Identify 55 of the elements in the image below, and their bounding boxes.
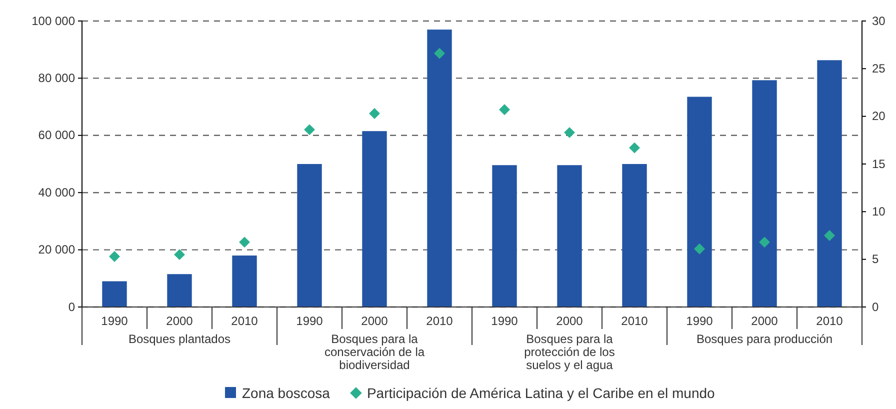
- text: Bosques para producción: [696, 332, 833, 346]
- x-tick-label: 2010: [816, 314, 844, 328]
- bar: [622, 164, 647, 307]
- point: [564, 127, 575, 138]
- x-tick-label: 2000: [751, 314, 778, 328]
- y2-tick-label: 10: [872, 204, 886, 219]
- y-tick-label: 60 000: [38, 128, 76, 142]
- bar: [167, 274, 192, 307]
- point: [629, 142, 640, 154]
- legend-label: Zona boscosa: [242, 385, 330, 401]
- x-tick-label: 2000: [556, 314, 584, 328]
- x-tick-label: 2010: [231, 314, 258, 328]
- point: [434, 48, 445, 59]
- point: [824, 230, 835, 241]
- y-tick-label: 80 000: [38, 71, 76, 86]
- point: [694, 243, 705, 254]
- x-tick-label: 1990: [686, 314, 714, 328]
- point: [304, 124, 315, 136]
- bar: [752, 80, 777, 307]
- bar: [427, 30, 452, 307]
- legend-label: Participación de América Latina y el Caribe en el mundo: [366, 385, 716, 401]
- point: [174, 249, 185, 260]
- x-tick-label: 2010: [426, 314, 454, 328]
- y2-tick-label: 5: [872, 252, 879, 266]
- bar: [687, 96, 712, 307]
- x-tick-label: 1990: [101, 314, 128, 328]
- text: Bosques para la conservación de la biodiversidad: [324, 332, 425, 372]
- y-tick-label: 40 000: [38, 185, 76, 200]
- point: [499, 104, 510, 116]
- y2-tick-label: 25: [872, 62, 886, 76]
- bar: [297, 164, 322, 307]
- y2-tick-label: 15: [872, 156, 886, 171]
- bar: [102, 281, 127, 307]
- bar: [817, 60, 842, 307]
- bar: [232, 256, 257, 307]
- text: Bosques para la protección de los suelos y el agua: [524, 332, 615, 372]
- point: [369, 108, 380, 119]
- y2-tick-label: 30: [872, 14, 886, 28]
- bar: [492, 165, 517, 307]
- y-tick-label: 0: [68, 300, 76, 314]
- bar: [557, 165, 582, 307]
- x-tick-label: 1990: [491, 314, 518, 328]
- x-tick-label: 2000: [166, 314, 194, 328]
- text: Bosques plantados: [128, 332, 231, 346]
- point: [759, 236, 770, 248]
- x-tick-label: 2000: [361, 314, 388, 328]
- bar: [362, 131, 387, 307]
- point: [239, 236, 250, 248]
- y-tick-label: 20 000: [38, 242, 76, 257]
- x-tick-label: 2010: [621, 314, 648, 328]
- y2-tick-label: 0: [872, 300, 879, 314]
- x-tick-label: 1990: [296, 314, 324, 328]
- y2-tick-label: 20: [872, 109, 886, 124]
- y-tick-label: 100 000: [32, 14, 76, 28]
- point: [109, 250, 120, 262]
